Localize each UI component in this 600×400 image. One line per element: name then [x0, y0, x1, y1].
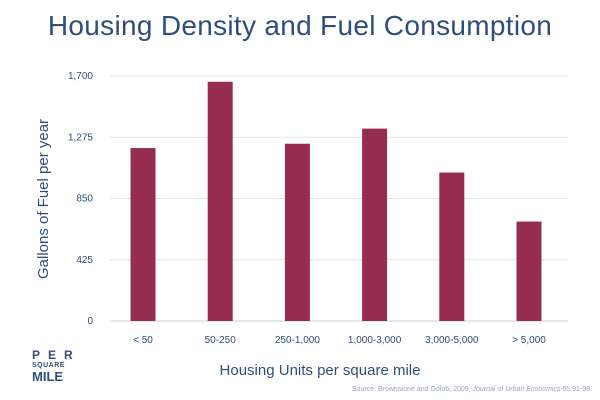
chart-title: Housing Density and Fuel Consumption — [47, 10, 553, 41]
bar — [207, 81, 233, 321]
x-tick-label: 250-1,000 — [275, 335, 320, 346]
y-tick-labels: 0 425 850 1,275 1,700 — [68, 71, 93, 327]
x-axis-title: Housing Units per square mile — [220, 362, 421, 379]
x-tick-label: 3,000-5,000 — [425, 335, 479, 346]
x-tick-labels: < 50 50-250 250-1,000 1,000-3,000 3,000-5,00… — [133, 335, 546, 346]
bar — [516, 221, 542, 321]
logo-line-mile: MILE — [32, 369, 64, 384]
bar — [439, 172, 465, 321]
y-axis-title: Gallons of Fuel per year — [35, 119, 52, 279]
y-tick-label: 1,700 — [68, 71, 93, 82]
x-tick-label: 1,000-3,000 — [348, 335, 402, 346]
source-note: Source: Brownstone and Golob, 2009, Jour… — [352, 386, 592, 393]
bars — [130, 81, 542, 321]
per-square-mile-logo: PER SQUARE MILE — [32, 348, 81, 384]
source-suffix: 65:91-98. — [560, 386, 592, 393]
y-tick-label: 1,275 — [68, 132, 93, 143]
y-tick-label: 0 — [87, 316, 93, 327]
bar — [130, 148, 156, 321]
bar — [362, 128, 388, 321]
source-prefix: Source: Brownstone and Golob, 2009, — [351, 386, 473, 393]
gridlines — [110, 75, 568, 322]
logo-line-square: SQUARE — [32, 362, 65, 369]
y-tick-label: 850 — [76, 194, 93, 205]
logo-line-per: PER — [32, 348, 81, 362]
source-journal: Journal of Urban Economics — [472, 386, 561, 393]
x-tick-label: 50-250 — [205, 335, 237, 346]
y-tick-label: 425 — [76, 255, 93, 266]
bar — [284, 143, 310, 321]
x-tick-label: > 5,000 — [512, 335, 546, 346]
x-tick-label: < 50 — [133, 335, 153, 346]
